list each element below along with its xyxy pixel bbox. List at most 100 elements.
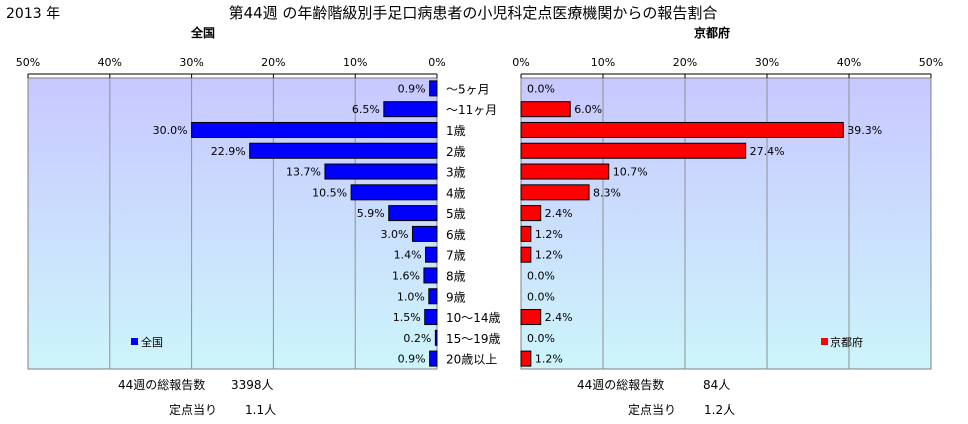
age-category-label: 6歳	[446, 228, 466, 242]
chart-title: 第44週 の年齢階級別手足口病患者の小児科定点医療機関からの報告割合	[229, 4, 718, 22]
kyoto-bar	[520, 246, 532, 263]
national-panel-title: 全国	[190, 25, 215, 40]
national-bar	[191, 121, 438, 138]
national-bar	[383, 101, 438, 118]
age-category-label: ～11ヶ月	[446, 103, 497, 117]
national-data-label: 5.9%	[357, 207, 385, 220]
national-data-label: 30.0%	[153, 124, 188, 137]
kyoto-bar	[520, 142, 747, 159]
national-bar	[429, 350, 438, 367]
age-category-label: 7歳	[446, 249, 466, 263]
kyoto-tick-label: 50%	[919, 56, 943, 69]
kyoto-tick-label: 20%	[673, 56, 697, 69]
national-bar	[428, 288, 438, 305]
national-data-label: 22.9%	[211, 145, 246, 158]
kyoto-legend-label: 京都府	[830, 335, 863, 349]
kyoto-panel: 0% 10% 20% 30% 40% 50% 0.0% 6.0% 39.3% 27.4% 10.7%…	[512, 56, 943, 370]
national-data-label: 0.2%	[403, 332, 431, 345]
age-category-label: 8歳	[446, 269, 466, 283]
national-tick-label: 30%	[179, 56, 203, 69]
national-data-label: 0.9%	[398, 82, 426, 95]
kyoto-data-label: 0.0%	[527, 332, 555, 345]
year-label: 2013 年	[6, 6, 60, 22]
national-total-label: 44週の総報告数	[118, 377, 205, 392]
kyoto-legend: 京都府	[821, 335, 863, 349]
kyoto-data-label: 39.3%	[847, 124, 882, 137]
national-data-label: 1.5%	[393, 311, 421, 324]
kyoto-tick-label: 30%	[755, 56, 779, 69]
national-bar	[411, 225, 438, 242]
national-tick-label: 50%	[16, 56, 40, 69]
age-category-label: 3歳	[446, 166, 466, 180]
national-tick-label: 0%	[428, 56, 445, 69]
national-bar	[388, 205, 438, 222]
kyoto-bar	[520, 121, 844, 138]
kyoto-plot-area	[520, 77, 932, 370]
age-category-label: 4歳	[446, 186, 466, 200]
national-legend: 全国	[131, 335, 163, 349]
kyoto-bar	[520, 184, 590, 201]
national-bar	[429, 80, 438, 97]
kyoto-data-label: 1.2%	[535, 353, 563, 366]
kyoto-data-label: 10.7%	[613, 166, 648, 179]
age-category-label: 10～14歳	[446, 311, 501, 325]
kyoto-data-label: 0.0%	[527, 269, 555, 282]
national-data-label: 1.0%	[397, 290, 425, 303]
age-category-label: 2歳	[446, 145, 466, 159]
national-legend-swatch	[131, 338, 138, 345]
age-category-label: ～5ヶ月	[446, 82, 490, 96]
age-category-label: 20歳以上	[446, 353, 497, 367]
national-legend-label: 全国	[141, 335, 163, 349]
kyoto-total-value: 84人	[703, 378, 730, 392]
national-bar	[249, 142, 438, 159]
national-bar	[350, 184, 438, 201]
national-data-label: 1.4%	[394, 249, 422, 262]
national-tick-label: 40%	[98, 56, 122, 69]
kyoto-data-label: 1.2%	[535, 249, 563, 262]
national-data-label: 10.5%	[312, 186, 347, 199]
national-panel: 50% 40% 30% 20% 10% 0%0.9%6.5%30.0%22.9%13.7%…	[16, 56, 446, 370]
national-bar	[425, 246, 438, 263]
national-total-value: 3398人	[231, 378, 274, 392]
age-category-axis: ～5ヶ月 ～11ヶ月 1歳 2歳 3歳 4歳 5歳 6歳 7歳 8歳 9歳 10～14歳 15～19歳 2…	[446, 82, 501, 366]
national-footer: 44週の総報告数 3398人 定点当り 1.1人	[118, 377, 276, 417]
kyoto-panel-title: 京都府	[694, 25, 730, 40]
kyoto-per-site-value: 1.2人	[704, 403, 735, 417]
kyoto-legend-swatch	[821, 338, 828, 345]
national-tick-label: 10%	[343, 56, 367, 69]
kyoto-bar	[520, 101, 571, 118]
national-per-site-value: 1.1人	[245, 403, 276, 417]
kyoto-bar	[520, 309, 542, 326]
national-bar	[423, 267, 438, 284]
national-tick-label: 20%	[261, 56, 285, 69]
kyoto-data-label: 1.2%	[535, 228, 563, 241]
age-category-label: 5歳	[446, 207, 466, 221]
kyoto-data-label: 2.4%	[545, 311, 573, 324]
age-category-label: 15～19歳	[446, 332, 501, 346]
national-data-label: 3.0%	[381, 228, 409, 241]
age-category-label: 1歳	[446, 124, 466, 138]
age-category-label: 9歳	[446, 290, 466, 304]
kyoto-data-label: 8.3%	[593, 186, 621, 199]
national-bar	[324, 163, 438, 180]
kyoto-bar	[520, 205, 542, 222]
kyoto-bar	[520, 225, 532, 242]
national-bar	[434, 329, 438, 346]
kyoto-data-label: 27.4%	[750, 145, 785, 158]
kyoto-tick-label: 10%	[591, 56, 615, 69]
kyoto-data-label: 6.0%	[574, 103, 602, 116]
national-per-site-label: 定点当り	[169, 402, 217, 417]
national-data-label: 0.9%	[398, 353, 426, 366]
national-data-label: 1.6%	[392, 269, 420, 282]
national-plot-area	[27, 77, 438, 370]
kyoto-data-label: 0.0%	[527, 82, 555, 95]
kyoto-bar	[520, 350, 532, 367]
kyoto-data-label: 0.0%	[527, 290, 555, 303]
national-data-label: 6.5%	[352, 103, 380, 116]
kyoto-bar	[520, 163, 610, 180]
national-bar	[424, 309, 438, 326]
kyoto-total-label: 44週の総報告数	[577, 377, 664, 392]
kyoto-tick-label: 0%	[512, 56, 529, 69]
national-data-label: 13.7%	[286, 166, 321, 179]
